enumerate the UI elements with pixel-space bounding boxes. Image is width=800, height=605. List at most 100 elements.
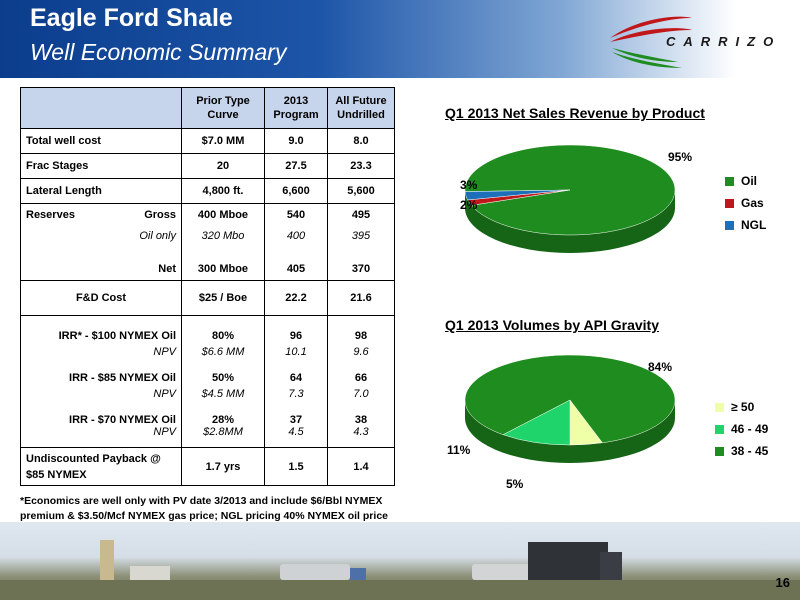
- cell-value: $4.5 MM: [181, 383, 265, 404]
- table-row: Undiscounted Payback @ $85 NYMEX 1.7 yrs…: [20, 447, 395, 486]
- legend-label: 46 - 49: [731, 422, 769, 436]
- cell-value: 4.5: [264, 425, 328, 448]
- table-header-blank: [20, 87, 182, 129]
- slide-title: Eagle Ford Shale: [30, 4, 233, 32]
- economics-table: Prior Type Curve 2013 Program All Future…: [20, 87, 395, 486]
- table-row: F&D Cost $25 / Boe 22.2 21.6: [20, 280, 395, 316]
- cell-value: 80%: [181, 315, 265, 342]
- cell-value: 27.5: [264, 153, 328, 179]
- pie-label-gas: 2%: [460, 198, 478, 212]
- page-number: 16: [775, 575, 790, 590]
- pie-slice-ngl: [464, 189, 571, 201]
- oilfield-scene-icon: [0, 540, 800, 600]
- row-label: NPV: [20, 383, 182, 404]
- table-row: Frac Stages 20 27.5 23.3: [20, 153, 395, 179]
- cell-value: 8.0: [327, 128, 395, 154]
- pie-label-gte50: 5%: [506, 477, 524, 491]
- logo-wordmark: CARRIZO: [666, 34, 782, 49]
- legend-item-gas: Gas: [725, 192, 766, 214]
- cell-value: 28%: [181, 403, 265, 426]
- table-row: NPV $6.6 MM 10.1 9.6: [20, 341, 395, 362]
- table-row: Lateral Length 4,800 ft. 6,600 5,600: [20, 178, 395, 204]
- row-label: NPV: [20, 341, 182, 362]
- cell-value: 64: [264, 361, 328, 384]
- cell-value: 320 Mbo: [181, 225, 265, 246]
- row-label: Net: [20, 245, 182, 281]
- cell-value: 21.6: [327, 280, 395, 316]
- legend-swatch: [725, 198, 734, 208]
- row-label: Lateral Length: [20, 178, 182, 204]
- legend-label: Gas: [741, 196, 764, 210]
- cell-value: 4,800 ft.: [181, 178, 265, 204]
- table-row: Net 300 Mboe 405 370: [20, 245, 395, 281]
- carrizo-logo: CARRIZO: [608, 12, 788, 72]
- table-header-2013: 2013 Program: [264, 87, 328, 129]
- row-label: Oil only: [20, 225, 182, 246]
- volumes-pie-chart: [464, 354, 676, 463]
- cell-value: 96: [264, 315, 328, 342]
- slide-header: Eagle Ford Shale Well Economic Summary C…: [0, 0, 800, 78]
- row-label: IRR - $85 NYMEX Oil: [20, 361, 182, 384]
- cell-value: 370: [327, 245, 395, 281]
- cell-value: $7.0 MM: [181, 128, 265, 154]
- cell-value: 50%: [181, 361, 265, 384]
- cell-value: 1.7 yrs: [181, 447, 265, 486]
- legend-swatch: [715, 424, 724, 434]
- chart-title-revenue: Q1 2013 Net Sales Revenue by Product: [445, 105, 705, 121]
- revenue-legend: Oil Gas NGL: [725, 170, 766, 236]
- footnote: *Economics are well only with PV date 3/…: [20, 495, 388, 522]
- legend-label: Oil: [741, 174, 758, 188]
- chart-title-volumes: Q1 2013 Volumes by API Gravity: [445, 317, 659, 333]
- legend-label: 38 - 45: [731, 444, 769, 458]
- pie-slice-38-45: [464, 354, 676, 444]
- cell-value: 400 Mboe: [181, 203, 265, 226]
- legend-item-38-45: 38 - 45: [715, 440, 768, 462]
- table-row: Total well cost $7.0 MM 9.0 8.0: [20, 128, 395, 154]
- row-label: Undiscounted Payback @ $85 NYMEX: [20, 447, 182, 486]
- cell-value: 9.0: [264, 128, 328, 154]
- table-row: IRR - $70 NYMEX Oil 28% 37 38: [20, 403, 395, 426]
- cell-value: $6.6 MM: [181, 341, 265, 362]
- table-row: IRR - $85 NYMEX Oil 50% 64 66: [20, 361, 395, 384]
- pie-label-ngl: 3%: [460, 178, 478, 192]
- row-label: Reserves Gross: [20, 203, 182, 226]
- pie-label-38-45: 84%: [648, 360, 673, 374]
- table-header-row: Prior Type Curve 2013 Program All Future…: [20, 87, 395, 129]
- legend-label: NGL: [741, 218, 767, 232]
- pie-label-46-49: 11%: [447, 443, 471, 457]
- legend-swatch: [715, 402, 724, 412]
- legend-swatch: [725, 220, 734, 230]
- cell-value: 10.1: [264, 341, 328, 362]
- row-label: Frac Stages: [20, 153, 182, 179]
- table-row: Oil only 320 Mbo 400 395: [20, 225, 395, 246]
- legend-item-oil: Oil: [725, 170, 766, 192]
- pie-label-oil: 95%: [668, 150, 693, 164]
- cell-value: 7.0: [327, 383, 395, 404]
- revenue-pie-chart: [464, 144, 676, 253]
- table-row: IRR* - $100 NYMEX Oil 80% 96 98: [20, 315, 395, 342]
- cell-value: $25 / Boe: [181, 280, 265, 316]
- cell-value: 20: [181, 153, 265, 179]
- pie-slice-46-49: [502, 399, 571, 446]
- cell-value: 9.6: [327, 341, 395, 362]
- slide-subtitle: Well Economic Summary: [30, 39, 287, 65]
- cell-value: 66: [327, 361, 395, 384]
- gross-label: Gross: [144, 208, 176, 221]
- legend-swatch: [725, 176, 734, 186]
- row-label: Total well cost: [20, 128, 182, 154]
- legend-item-ngl: NGL: [725, 214, 766, 236]
- cell-value: 405: [264, 245, 328, 281]
- cell-value: 300 Mboe: [181, 245, 265, 281]
- table-row: Reserves Gross 400 Mboe 540 495: [20, 203, 395, 226]
- legend-swatch: [715, 446, 724, 456]
- cell-value: 23.3: [327, 153, 395, 179]
- cell-value: 38: [327, 403, 395, 426]
- cell-value: 1.5: [264, 447, 328, 486]
- table-row: NPV $4.5 MM 7.3 7.0: [20, 383, 395, 404]
- cell-value: 540: [264, 203, 328, 226]
- legend-item-gte50: ≥ 50: [715, 396, 768, 418]
- row-label: F&D Cost: [20, 280, 182, 316]
- cell-value: 22.2: [264, 280, 328, 316]
- cell-value: 4.3: [327, 425, 395, 448]
- volumes-legend: ≥ 50 46 - 49 38 - 45: [715, 396, 768, 462]
